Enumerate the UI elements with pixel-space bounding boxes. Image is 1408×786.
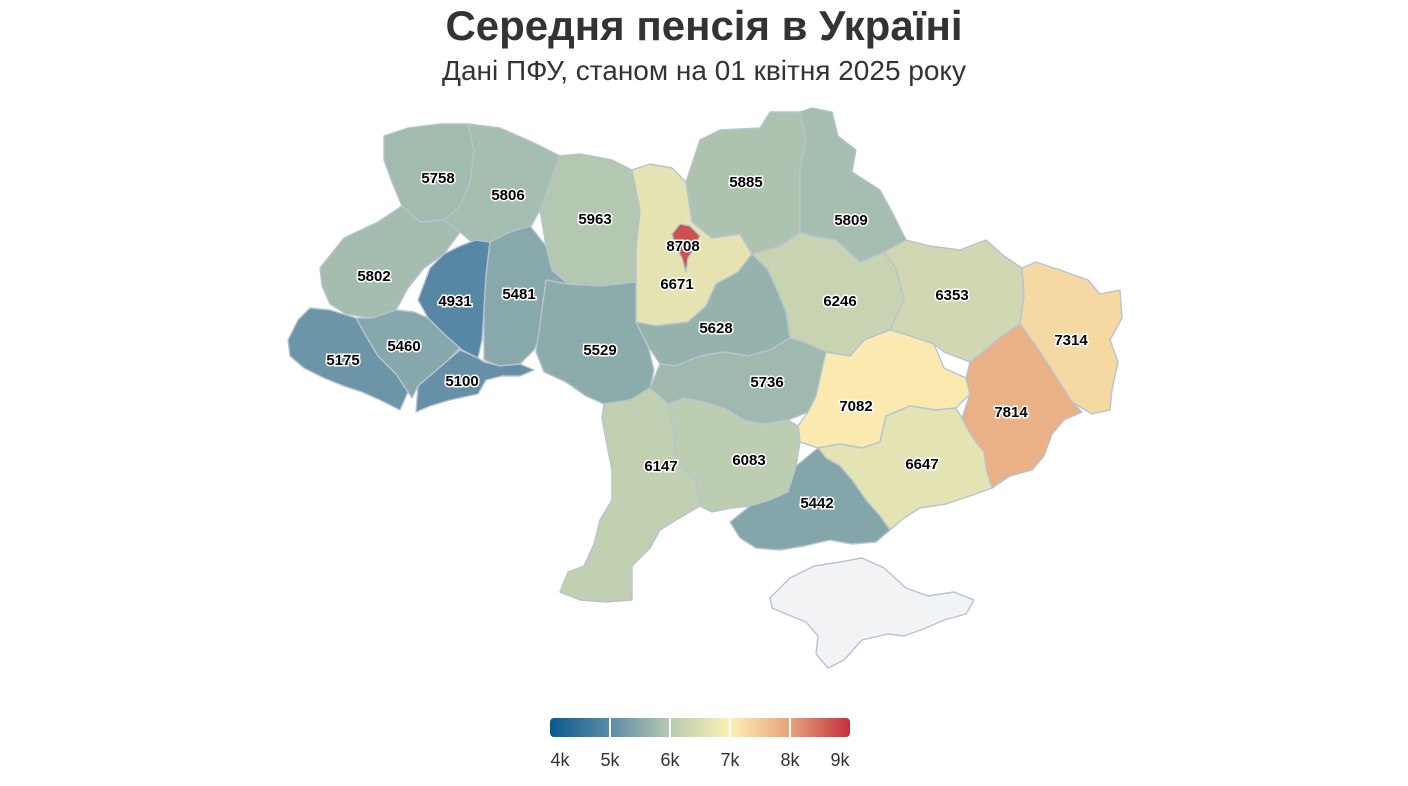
region-value-label-volyn: 5758 bbox=[421, 170, 454, 187]
legend-separator bbox=[729, 718, 731, 737]
region-value-label-zakarpattia: 5175 bbox=[326, 352, 359, 369]
region-value-label-dnipropetrovsk: 7082 bbox=[839, 398, 872, 415]
map-subtitle: Дані ПФУ, станом на 01 квітня 2025 року bbox=[441, 55, 966, 86]
region-value-label-kyiv-oblast: 6671 bbox=[660, 276, 693, 293]
region-kyiv-city[interactable] bbox=[671, 223, 701, 273]
region-value-label-ivano-frankivsk: 5460 bbox=[387, 338, 420, 355]
region-value-label-chernihiv: 5885 bbox=[729, 174, 762, 191]
map-title: Середня пенсія в Україні bbox=[445, 2, 963, 49]
legend-separator bbox=[669, 718, 671, 737]
region-value-label-rivne: 5806 bbox=[491, 187, 524, 204]
legend-gradient-bar bbox=[550, 718, 850, 737]
ukraine-choropleth-map: 5758 5806 5963 6671 8708 5885 5809 5802 4931 5481… bbox=[287, 107, 1123, 669]
region-value-label-zhytomyr: 5963 bbox=[578, 211, 611, 228]
region-value-label-kirovohrad: 5736 bbox=[750, 374, 783, 391]
region-chernivtsi[interactable] bbox=[415, 349, 535, 413]
region-value-label-zaporizhzhia: 6647 bbox=[905, 456, 938, 473]
region-value-label-poltava: 6246 bbox=[823, 293, 856, 310]
legend-tick-label: 6k bbox=[660, 750, 680, 770]
legend-separator bbox=[789, 718, 791, 737]
region-value-label-kherson: 5442 bbox=[800, 495, 833, 512]
region-value-label-lviv: 5802 bbox=[357, 268, 390, 285]
region-value-label-khmelnytskyi: 5481 bbox=[502, 286, 535, 303]
region-value-label-ternopil: 4931 bbox=[438, 293, 471, 310]
region-value-label-chernivtsi: 5100 bbox=[445, 373, 478, 390]
region-value-label-sumy: 5809 bbox=[834, 212, 867, 229]
region-value-label-kyiv-city: 8708 bbox=[666, 238, 699, 255]
region-value-label-mykolaiv: 6083 bbox=[732, 452, 765, 469]
region-value-label-odesa: 6147 bbox=[644, 458, 677, 475]
region-value-label-kharkiv: 6353 bbox=[935, 287, 968, 304]
region-value-label-cherkasy: 5628 bbox=[699, 320, 732, 337]
legend-separator bbox=[609, 718, 611, 737]
region-value-label-vinnytsia: 5529 bbox=[583, 342, 616, 359]
legend-tick-label: 5k bbox=[600, 750, 620, 770]
legend-tick-label: 9k bbox=[830, 750, 850, 770]
legend-tick-label: 4k bbox=[550, 750, 570, 770]
region-value-label-donetsk: 7814 bbox=[994, 404, 1028, 421]
region-lviv[interactable] bbox=[319, 205, 461, 319]
color-legend: 4k 5k 6k 7k 8k 9k bbox=[550, 718, 850, 770]
legend-tick-label: 8k bbox=[780, 750, 800, 770]
region-value-label-luhansk: 7314 bbox=[1054, 332, 1088, 349]
region-crimea[interactable] bbox=[769, 557, 975, 669]
legend-tick-label: 7k bbox=[720, 750, 740, 770]
region-kherson[interactable] bbox=[729, 447, 891, 551]
